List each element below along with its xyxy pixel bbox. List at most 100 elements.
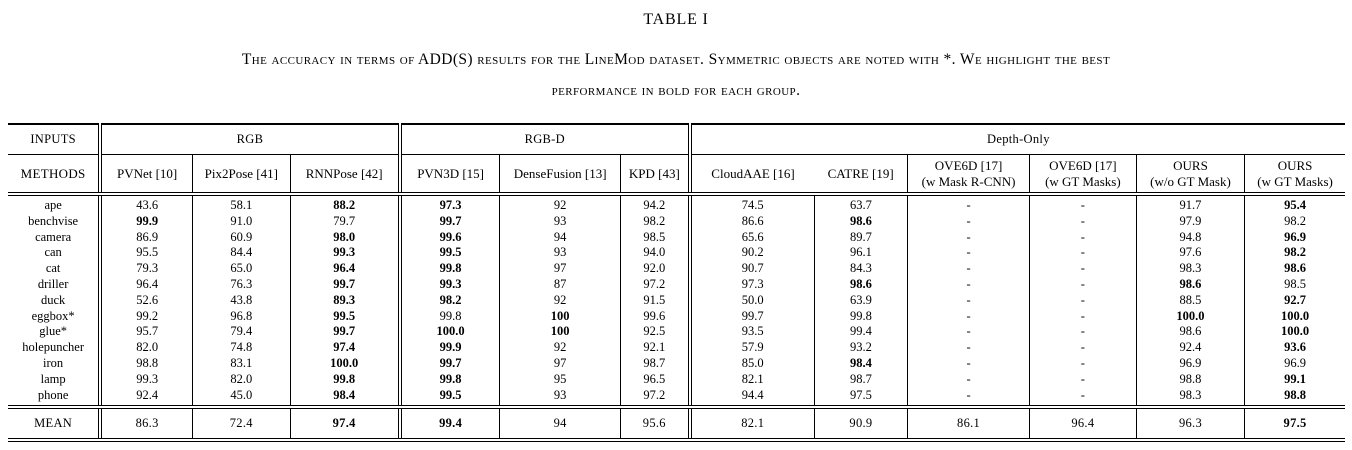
inputs-label: INPUTS [8, 123, 101, 155]
row-label: iron [43, 355, 64, 370]
value-cell: 85.0 [687, 355, 815, 372]
value-cell: 74.5 [687, 194, 815, 214]
value-cell: 97 [499, 261, 621, 277]
mean-value-cell: 82.1 [687, 407, 815, 443]
value-cell: 90.2 [687, 245, 815, 262]
row-label: cat [45, 261, 61, 276]
value-cell: 99.9 [397, 340, 500, 356]
value-cell: 98.6 [1135, 276, 1245, 293]
value-cell: 94.0 [619, 245, 690, 262]
value-cell: 82.0 [192, 371, 291, 388]
value-cell: - [1028, 340, 1137, 356]
value-cell: 98.7 [619, 355, 690, 372]
table-row: lamp 99.3 82.0 99.8 99.8 95 96.5 82.1 98.7- -98.8… [8, 371, 1345, 388]
method-header: RNNPose [42] [289, 154, 400, 196]
value-cell: 99.8 [289, 371, 400, 388]
value-cell: 95 [499, 371, 621, 388]
value-cell: 93 [499, 213, 621, 230]
value-cell: 100.0 [289, 355, 400, 372]
value-cell: 99.6 [397, 229, 500, 246]
mean-value-cell: 90.9 [813, 407, 908, 443]
value-cell: 98.6 [813, 213, 908, 230]
value-cell: 92 [499, 194, 621, 214]
value-cell: 100 [499, 308, 621, 325]
row-label: holepuncher [22, 340, 85, 355]
value-cell: 98.8 [1135, 371, 1245, 388]
value-cell: 96.1 [813, 245, 908, 262]
mean-value-cell: 97.5 [1244, 407, 1345, 443]
value-cell: - [907, 340, 1030, 356]
table-row: iron 98.8 83.1 100.0 99.7 97 98.7 85.0 98.4- -96.… [8, 355, 1345, 372]
value-cell: 82.1 [687, 371, 815, 388]
value-cell: 97.3 [397, 194, 500, 214]
value-cell: 86.6 [687, 213, 815, 230]
value-cell: 74.8 [192, 340, 291, 356]
value-cell: 91.5 [619, 292, 690, 309]
value-cell: 97.6 [1135, 245, 1245, 262]
value-cell: 99.9 [98, 213, 193, 230]
value-cell: 95.7 [98, 324, 193, 341]
value-cell: 100 [499, 324, 621, 341]
value-cell: 65.0 [192, 261, 291, 277]
value-cell: 45.0 [192, 387, 291, 410]
method-header-line1: OURS [1277, 158, 1313, 173]
value-cell: 79.3 [98, 261, 193, 277]
table-row: glue* 95.7 79.4 99.7 100.0 100 92.5 93.5 99.4- -9… [8, 324, 1345, 341]
value-cell: 99.3 [98, 371, 193, 388]
mean-value-cell: 99.4 [397, 407, 500, 443]
value-cell: - [1028, 213, 1137, 230]
method-header: OVE6D [17] (w GT Masks) [1028, 154, 1137, 196]
value-cell: 98.6 [1135, 324, 1245, 341]
table-header: INPUTS RGB RGB-D Depth-Only METHODS PVNet [10… [8, 123, 1345, 196]
value-cell: 84.3 [813, 261, 908, 277]
method-header-line1: OURS [1173, 158, 1208, 173]
value-cell: 43.6 [98, 194, 193, 214]
value-cell: - [907, 355, 1030, 372]
value-cell: - [1028, 371, 1137, 388]
table-row: phone 92.4 45.0 98.4 99.5 93 97.2 94.4 97.5- -98.… [8, 387, 1345, 410]
value-cell: - [907, 194, 1030, 214]
mean-value-cell: 97.4 [289, 407, 400, 443]
row-label: duck [40, 292, 66, 307]
value-cell: 100.0 [1244, 324, 1345, 341]
mean-row: MEAN 86.3 72.4 97.4 99.4 94 95.6 82.1 90.9 86.1 96… [8, 407, 1345, 443]
value-cell: 97.5 [813, 387, 908, 410]
value-cell: 97 [499, 355, 621, 372]
value-cell: 60.9 [192, 229, 291, 246]
value-cell: 88.2 [289, 194, 400, 214]
value-cell: - [907, 292, 1030, 309]
value-cell: 96.8 [192, 308, 291, 325]
value-cell: 99.3 [289, 245, 400, 262]
value-cell: 96.5 [619, 371, 690, 388]
value-cell: - [1028, 308, 1137, 325]
value-cell: 82.0 [98, 340, 193, 356]
table-body: ape 43.6 58.1 88.2 97.3 92 94.2 74.5 63.7- -91.7 9… [8, 194, 1345, 443]
value-cell: 65.6 [687, 229, 815, 246]
value-cell: 99.2 [98, 308, 193, 325]
value-cell: 99.5 [397, 245, 500, 262]
mean-value-cell: 95.6 [619, 407, 690, 443]
method-header: OURS (w/o GT Mask) [1135, 154, 1245, 196]
value-cell: 98.7 [813, 371, 908, 388]
table-row: cat 79.3 65.0 96.4 99.8 97 92.0 90.7 84.3- -98.3 9… [8, 261, 1345, 277]
row-label: eggbox* [31, 308, 75, 323]
value-cell: - [907, 213, 1030, 230]
value-cell: - [1028, 324, 1137, 341]
table-title: TABLE I [643, 11, 709, 28]
value-cell: 100.0 [397, 324, 500, 341]
value-cell: 99.7 [397, 213, 500, 230]
group-header-rgb-d: RGB-D [397, 123, 690, 155]
value-cell: - [907, 245, 1030, 262]
value-cell: 99.8 [813, 308, 908, 325]
value-cell: 93 [499, 387, 621, 410]
method-header: Pix2Pose [41] [192, 154, 291, 196]
value-cell: 98.2 [1244, 245, 1345, 262]
value-cell: - [907, 324, 1030, 341]
value-cell: 87 [499, 276, 621, 293]
value-cell: 76.3 [192, 276, 291, 293]
value-cell: 92.4 [1135, 340, 1245, 356]
method-header: PVNet [10] [98, 154, 193, 196]
table-row: can 95.5 84.4 99.3 99.5 93 94.0 90.2 96.1- -97.6 9… [8, 245, 1345, 262]
table-row: benchvise 99.9 91.0 79.7 99.7 93 98.2 86.6 98.6-… [8, 213, 1345, 230]
